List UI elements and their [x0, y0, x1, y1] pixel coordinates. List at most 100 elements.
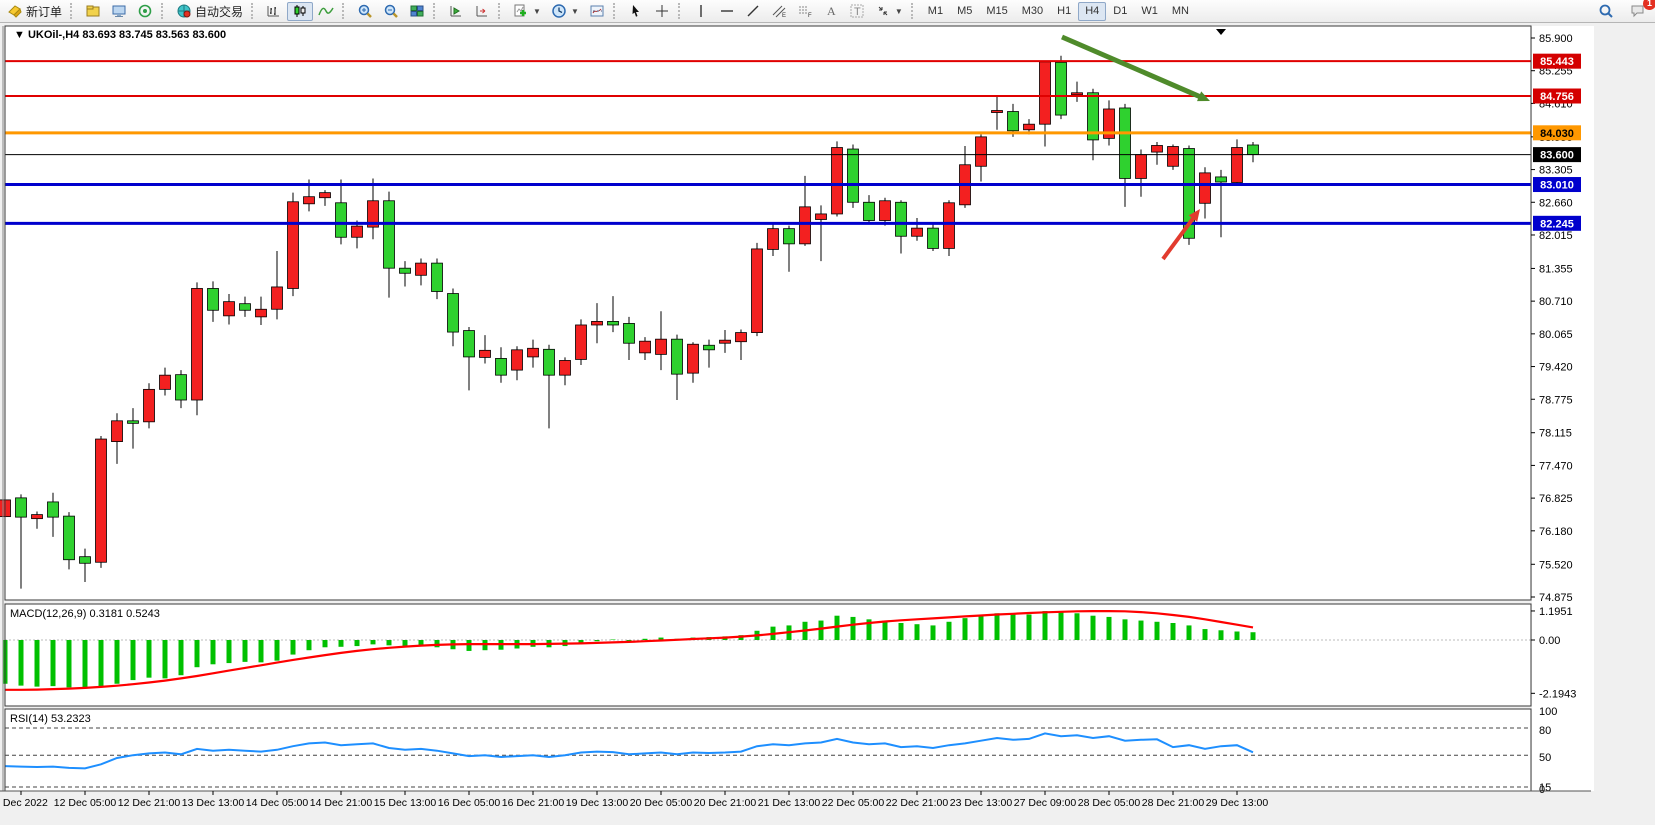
macd-tick-label: -2.1943 [1539, 688, 1576, 700]
candlestick [351, 225, 363, 238]
toolbar-grip[interactable] [677, 3, 685, 19]
chat-button[interactable]: 1 [1625, 0, 1655, 20]
timeframe-M30-button[interactable]: M30 [1021, 5, 1044, 17]
candlestick [719, 339, 731, 344]
text-label-button[interactable]: T [844, 2, 870, 21]
price-tick-label: 83.305 [1539, 165, 1573, 177]
candlestick [335, 202, 347, 238]
data-window-button[interactable] [106, 2, 132, 21]
timeframe-MN-button[interactable]: MN [1171, 5, 1189, 17]
candlestick [287, 201, 299, 289]
time-tick-label: 16 Dec 21:00 [502, 797, 565, 809]
bar-chart-button[interactable] [261, 2, 287, 21]
candlestick [575, 324, 587, 360]
rsi-tick-label: 0 [1539, 784, 1545, 796]
toolbar-grip[interactable] [910, 3, 918, 19]
candlestick [399, 267, 411, 274]
cursor-button[interactable] [623, 2, 649, 21]
toolbar-grip[interactable] [342, 3, 349, 19]
timeframe-H1-button[interactable]: H1 [1057, 5, 1072, 17]
green-down-arrow[interactable] [1061, 34, 1202, 100]
candlestick [255, 308, 267, 318]
crosshair-button[interactable] [649, 2, 675, 21]
zoom-in-button[interactable] [352, 2, 378, 21]
candlestick [47, 501, 59, 518]
periodicity-button[interactable]: ▼ [546, 2, 584, 21]
search-button[interactable] [1593, 1, 1619, 20]
candlestick [1151, 145, 1163, 153]
price-badge-label: 84.030 [1540, 128, 1574, 140]
chart-canvas[interactable]: 85.90085.25584.61083.95083.30582.66082.0… [0, 24, 1655, 814]
market-watch-button[interactable] [80, 2, 106, 21]
macd-tick-label: 0.00 [1539, 635, 1560, 647]
candlestick [911, 227, 923, 237]
candlestick [1231, 147, 1243, 183]
vertical-line-button[interactable] [688, 2, 714, 21]
candlestick [1135, 154, 1147, 179]
time-tick-label: 22 Dec 05:00 [822, 797, 885, 809]
time-tick-label: 28 Dec 05:00 [1078, 797, 1141, 809]
toolbar-grip[interactable] [251, 3, 258, 19]
horizontal-line-button[interactable] [714, 2, 740, 21]
price-tick-label: 74.875 [1539, 592, 1573, 604]
candlestick [31, 514, 43, 520]
text-button[interactable]: A [818, 2, 844, 21]
candlestick [495, 358, 507, 376]
price-tick-label: 76.825 [1539, 493, 1573, 505]
timeframe-M1-button[interactable]: M1 [927, 5, 944, 17]
toolbar-grip[interactable] [433, 3, 440, 19]
autotrading-button[interactable]: 自动交易 [171, 2, 248, 21]
candlestick [815, 213, 827, 220]
chart-shift-button[interactable] [469, 2, 495, 21]
new-chart-button[interactable]: ▼ [508, 2, 546, 21]
timeframe-M5-button[interactable]: M5 [957, 5, 973, 17]
auto-scroll-button[interactable] [443, 2, 469, 21]
candlestick [591, 321, 603, 326]
trendline-button[interactable] [740, 2, 766, 21]
timeframe-W1-button[interactable]: W1 [1141, 5, 1158, 17]
templates-button[interactable] [584, 2, 610, 21]
rsi-line [4, 732, 1254, 770]
candlestick [175, 374, 187, 401]
fibonacci-button[interactable]: F [792, 2, 818, 21]
time-tick-label: 14 Dec 21:00 [310, 797, 373, 809]
time-tick-label: 19 Dec 13:00 [566, 797, 629, 809]
tile-windows-button[interactable] [404, 2, 430, 21]
time-tick-label: 28 Dec 21:00 [1142, 797, 1205, 809]
toolbar-grip[interactable] [498, 3, 505, 19]
time-tick-label: 13 Dec 13:00 [182, 797, 245, 809]
chevron-down-icon: ▼ [894, 6, 903, 16]
price-tick-label: 78.775 [1539, 394, 1573, 406]
rsi-panel[interactable] [5, 709, 1531, 791]
timeframe-D1-button[interactable]: D1 [1113, 5, 1128, 17]
time-tick-label: 15 Dec 13:00 [374, 797, 437, 809]
time-tick-label: 9 Dec 2022 [0, 797, 48, 809]
candlestick [111, 420, 123, 442]
time-tick-label: 21 Dec 13:00 [758, 797, 821, 809]
arrows-button[interactable]: ▼ [870, 2, 908, 21]
toolbar-grip[interactable] [612, 3, 620, 19]
price-tick-label: 80.710 [1539, 296, 1573, 308]
navigator-button[interactable] [132, 2, 158, 21]
autotrading-button-label: 自动交易 [195, 4, 244, 19]
price-badge-85.443 [1533, 53, 1581, 69]
timeframe-M15-button[interactable]: M15 [986, 5, 1008, 17]
macd-panel[interactable] [5, 604, 1531, 706]
line-chart-button[interactable] [313, 2, 339, 21]
candlestick [847, 148, 859, 203]
candlestick-chart-button[interactable] [287, 1, 314, 21]
candlestick [1023, 123, 1035, 131]
new-order-button[interactable]: 新订单 [2, 2, 67, 21]
candlestick [863, 201, 875, 221]
candlestick [1199, 172, 1211, 204]
candlestick [623, 323, 635, 344]
equidistant-channel-button[interactable]: E [766, 2, 792, 21]
candlestick [1055, 61, 1067, 116]
toolbar-grip[interactable] [161, 3, 168, 19]
red-up-arrow[interactable] [1161, 215, 1196, 261]
zoom-out-button[interactable] [378, 2, 404, 21]
chart-window[interactable]: 85.90085.25584.61083.95083.30582.66082.0… [0, 24, 1655, 819]
candlestick [543, 348, 555, 376]
toolbar-grip[interactable] [70, 3, 77, 19]
timeframe-H4-button[interactable]: H4 [1078, 1, 1107, 21]
